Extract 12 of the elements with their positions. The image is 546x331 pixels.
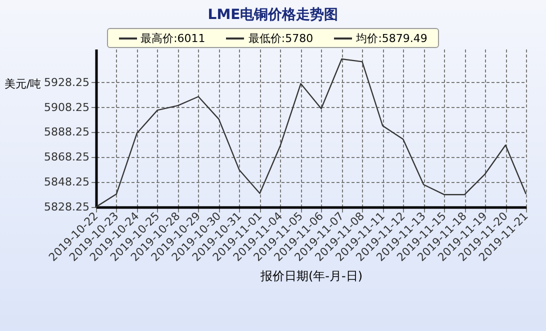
y-tick-label: 5828.25 bbox=[44, 200, 90, 214]
y-tick-label: 5868.25 bbox=[44, 150, 90, 164]
y-tick-label: 5928.25 bbox=[44, 76, 90, 89]
y-tick-label: 5888.25 bbox=[44, 126, 90, 139]
y-tick-label: 5908.25 bbox=[44, 100, 90, 114]
chart-title: LME电铜价格走势图 bbox=[206, 6, 340, 24]
text: 均价:5879.49 bbox=[356, 30, 428, 46]
text: 最低价:5780 bbox=[248, 30, 314, 46]
text: 最高价:6011 bbox=[140, 30, 206, 46]
y-axis-title: 美元/吨 bbox=[4, 78, 42, 90]
y-tick-label: 5848.25 bbox=[44, 176, 90, 189]
x-axis-title: 报价日期(年-月-日) bbox=[259, 269, 363, 284]
